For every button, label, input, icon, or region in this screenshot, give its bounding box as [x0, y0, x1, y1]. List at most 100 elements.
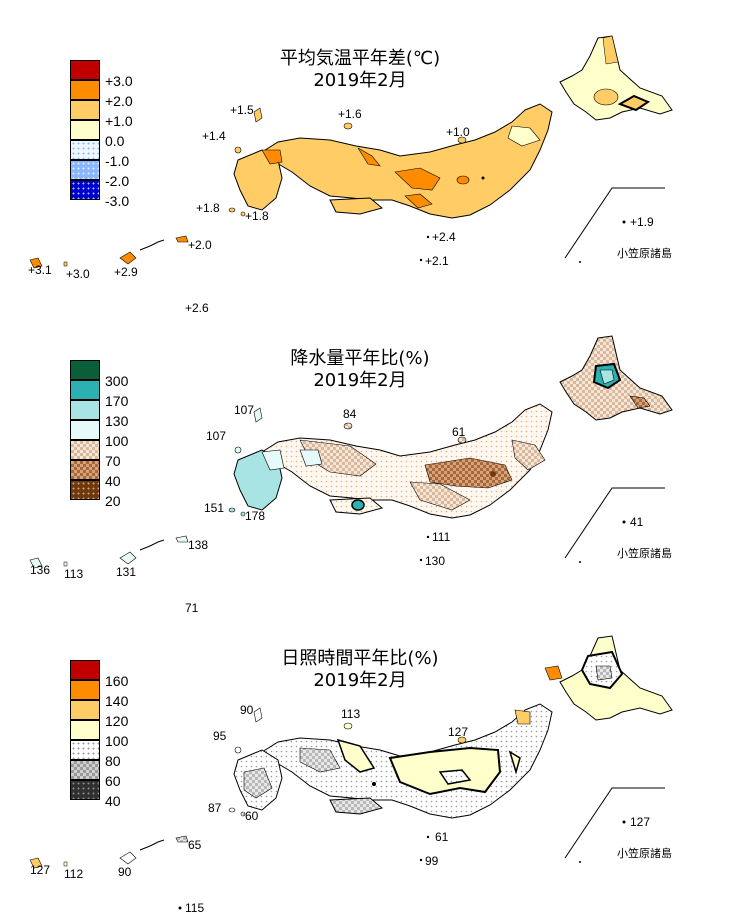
legend-swatch	[70, 140, 100, 160]
value-daito: +2.6	[185, 301, 209, 315]
legend-label: +2.0	[105, 93, 133, 109]
legend-swatch	[70, 720, 100, 740]
sunshine-title: 日照時間平年比(%)	[281, 648, 439, 669]
sunshine-map	[29, 635, 673, 910]
legend-label: +1.0	[105, 113, 133, 129]
hokkaido-region	[559, 35, 673, 121]
shikoku-region	[329, 197, 384, 215]
value-sado: +1.0	[446, 125, 470, 139]
legend-swatch	[70, 400, 100, 420]
legend-label: 40	[105, 473, 121, 489]
ogasawara-label: 小笠原諸島	[617, 547, 672, 560]
legend-swatch	[70, 80, 100, 100]
value-amami: 90	[118, 865, 132, 879]
value-okinawa-main: +3.0	[66, 267, 90, 281]
legend-swatch	[70, 60, 100, 80]
value-koshiki: +1.8	[245, 209, 269, 223]
value-daito: 71	[185, 601, 199, 615]
value-daito: 115	[185, 901, 205, 915]
value-kagoshima-south: 138	[188, 538, 209, 552]
value-amami: 131	[116, 565, 137, 579]
honshu-region	[261, 103, 553, 219]
precipitation-subtitle: 2019年2月	[313, 370, 407, 391]
value-goto: 151	[204, 501, 225, 515]
legend-label: -1.0	[105, 153, 130, 169]
legend-swatch	[70, 440, 100, 460]
legend-label: 170	[105, 393, 129, 409]
temperature-legend: +3.0 +2.0 +1.0 0.0 -1.0 -2.0 -3.0	[70, 60, 150, 225]
ogasawara-label: 小笠原諸島	[617, 847, 672, 860]
value-ogasawara: +1.9	[630, 215, 654, 229]
value-ogasawara: 127	[630, 815, 651, 829]
value-okinawa-main: 112	[64, 867, 84, 881]
value-okinawa-west: 127	[30, 863, 51, 877]
value-tsushima: 107	[234, 403, 255, 417]
legend-label: 70	[105, 453, 121, 469]
value-oki: +1.6	[338, 107, 362, 121]
sunshine-legend: 160 140 120 100 80 60 40	[70, 660, 150, 825]
legend-label: -3.0	[105, 193, 130, 209]
legend-swatch	[70, 660, 100, 680]
legend-label: 100	[105, 733, 129, 749]
legend-swatch	[70, 460, 100, 480]
value-goto: +1.8	[196, 201, 220, 215]
legend-swatch	[70, 100, 100, 120]
value-koshiki: 178	[245, 509, 266, 523]
value-ogasawara: 41	[630, 515, 644, 529]
value-tsushima: 90	[240, 703, 254, 717]
temperature-subtitle: 2019年2月	[313, 70, 407, 91]
legend-swatch	[70, 120, 100, 140]
precipitation-map	[29, 335, 673, 569]
legend-label: 300	[105, 373, 129, 389]
value-iki: 107	[206, 429, 227, 443]
precipitation-panel: 降水量平年比(%) 2019年2月 300 170 130 100 70 40 …	[0, 300, 750, 615]
value-kagoshima-south: 65	[188, 838, 202, 852]
legend-swatch	[70, 700, 100, 720]
sunshine-panel: 日照時間平年比(%) 2019年2月 160 140 120 100 80 60…	[0, 600, 750, 915]
value-okinawa-west: +3.1	[28, 263, 52, 277]
legend-swatch	[70, 380, 100, 400]
value-kagoshima-south: +2.0	[188, 238, 212, 252]
legend-label: -2.0	[105, 173, 130, 189]
value-sado: 127	[448, 725, 469, 739]
legend-swatch	[70, 360, 100, 380]
value-koshiki: 60	[245, 809, 259, 823]
value-iki: 95	[213, 729, 227, 743]
value-okinawa-main: 113	[64, 567, 84, 581]
legend-label: 60	[105, 773, 121, 789]
value-oki: 113	[341, 707, 361, 721]
legend-swatch	[70, 420, 100, 440]
legend-label: 130	[105, 413, 129, 429]
legend-label: 120	[105, 713, 129, 729]
precipitation-legend: 300 170 130 100 70 40 20	[70, 360, 150, 525]
temperature-map	[29, 35, 673, 269]
temperature-panel: 平均気温平年差(℃) 2019年2月 +3.0 +2.0 +1.0 0.0 -1…	[0, 0, 750, 315]
temperature-title: 平均気温平年差(℃)	[279, 48, 441, 69]
legend-swatch	[70, 480, 100, 500]
sunshine-subtitle: 2019年2月	[313, 670, 407, 691]
value-iki: +1.4	[202, 129, 226, 143]
value-sado: 61	[452, 425, 466, 439]
legend-swatch	[70, 760, 100, 780]
value-oki: 84	[343, 407, 357, 421]
legend-label: 80	[105, 753, 121, 769]
value-hachijo: +2.4	[432, 230, 456, 244]
value-hachijo2: 99	[425, 854, 439, 868]
legend-swatch	[70, 160, 100, 180]
value-okinawa-west: 136	[30, 563, 51, 577]
legend-label: 140	[105, 693, 129, 709]
value-hachijo2: 130	[425, 554, 446, 568]
legend-swatch	[70, 180, 100, 200]
legend-label: 20	[105, 493, 121, 509]
ogasawara-label: 小笠原諸島	[617, 247, 672, 260]
precipitation-title: 降水量平年比(%)	[290, 348, 430, 369]
legend-label: 40	[105, 793, 121, 809]
legend-label: +3.0	[105, 73, 133, 89]
legend-label: 100	[105, 433, 129, 449]
value-hachijo2: +2.1	[425, 254, 449, 268]
legend-swatch	[70, 680, 100, 700]
legend-label: 0.0	[105, 133, 125, 149]
legend-swatch	[70, 780, 100, 800]
value-amami: +2.9	[114, 265, 138, 279]
value-goto: 87	[208, 801, 222, 815]
